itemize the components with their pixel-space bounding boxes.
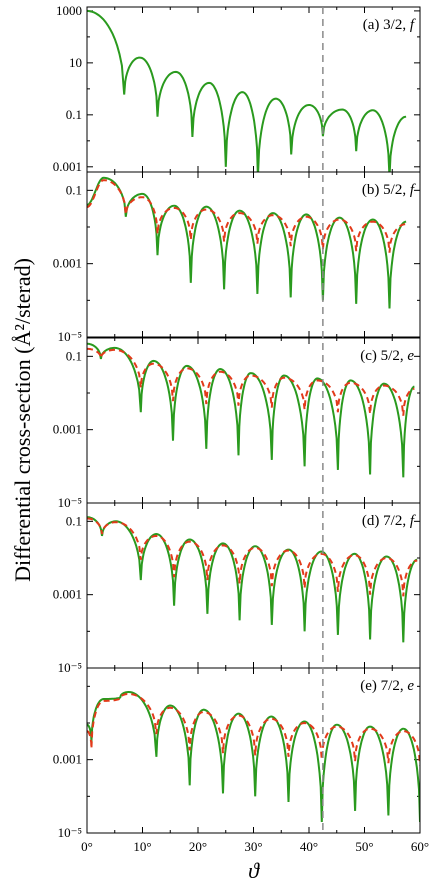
y-tick-label: 10⁻⁵ bbox=[58, 825, 82, 840]
x-tick-label: 0° bbox=[81, 839, 93, 854]
y-tick-label: 10⁻⁵ bbox=[58, 495, 82, 510]
panel-label: (d) 7/2, f bbox=[362, 513, 416, 529]
y-tick-label: 0.1 bbox=[66, 513, 82, 528]
panel-curves bbox=[87, 691, 420, 823]
x-tick-label: 30° bbox=[244, 839, 262, 854]
panel-label: (e) 7/2, e bbox=[360, 678, 414, 694]
panel: 10⁻⁵ 0.001 0.1 (c) 5/2, e bbox=[53, 337, 421, 510]
panel-label: (c) 5/2, e bbox=[360, 348, 414, 364]
y-tick-label: 0.001 bbox=[53, 752, 82, 767]
series-green-line bbox=[87, 342, 415, 478]
y-tick-label: 10⁻⁵ bbox=[58, 660, 82, 675]
panel: 0.001 0.1 10 1000 (a) 3/2, f bbox=[53, 3, 421, 174]
x-tick-label: 50° bbox=[355, 839, 373, 854]
y-tick-label: 1000 bbox=[56, 3, 82, 18]
panel-curves bbox=[87, 516, 418, 643]
panel-curves bbox=[87, 176, 407, 309]
y-tick-label: 10⁻⁵ bbox=[58, 329, 82, 344]
panel-curves bbox=[87, 342, 415, 478]
x-tick-label: 60° bbox=[411, 839, 429, 854]
y-tick-label: 0.001 bbox=[53, 587, 82, 602]
y-tick-label: 10 bbox=[69, 55, 82, 70]
series-green-line bbox=[87, 9, 407, 172]
panel: 10⁻⁵ 0.001 0.1 (b) 5/2, f bbox=[53, 171, 421, 344]
panel-curves bbox=[87, 9, 407, 172]
series-red-dashed-line bbox=[87, 692, 420, 766]
x-tick-label: 40° bbox=[300, 839, 318, 854]
series-green-line bbox=[87, 516, 418, 643]
y-tick-label: 0.001 bbox=[53, 256, 82, 271]
panel: 10⁻⁵ 0.001 (e) 7/2, e bbox=[53, 667, 421, 840]
y-tick-label: 0.1 bbox=[66, 107, 82, 122]
x-tick-label: 20° bbox=[189, 839, 207, 854]
x-axis-label: ϑ bbox=[248, 858, 260, 883]
y-tick-label: 0.1 bbox=[66, 348, 82, 363]
panel-label: (a) 3/2, f bbox=[363, 17, 416, 33]
series-green-line bbox=[87, 176, 407, 309]
panel: 10⁻⁵ 0.001 0.1 (d) 7/2, f bbox=[53, 502, 421, 675]
x-tick-label: 10° bbox=[133, 839, 151, 854]
y-tick-label: 0.001 bbox=[53, 422, 82, 437]
series-red-dashed-line bbox=[87, 517, 418, 597]
panel-frame bbox=[86, 667, 421, 834]
y-tick-label: 0.1 bbox=[66, 182, 82, 197]
chart-panels: 0.001 0.1 10 1000 (a) 3/2, f 10⁻⁵ 0.001 0.1 (b) … bbox=[53, 3, 421, 840]
y-tick-label: 0.001 bbox=[53, 159, 82, 174]
series-red-dashed-line bbox=[87, 179, 407, 253]
y-axis-label: Differential cross-section (Å²/sterad) bbox=[10, 258, 35, 582]
series-green-line bbox=[87, 691, 420, 823]
panel-frame bbox=[86, 171, 421, 338]
x-axis-tick-labels: 0° 10° 20° 30° 40° 50° 60° bbox=[81, 839, 429, 854]
panel-label: (b) 5/2, f bbox=[362, 182, 416, 198]
series-red-dashed-line bbox=[87, 347, 415, 416]
